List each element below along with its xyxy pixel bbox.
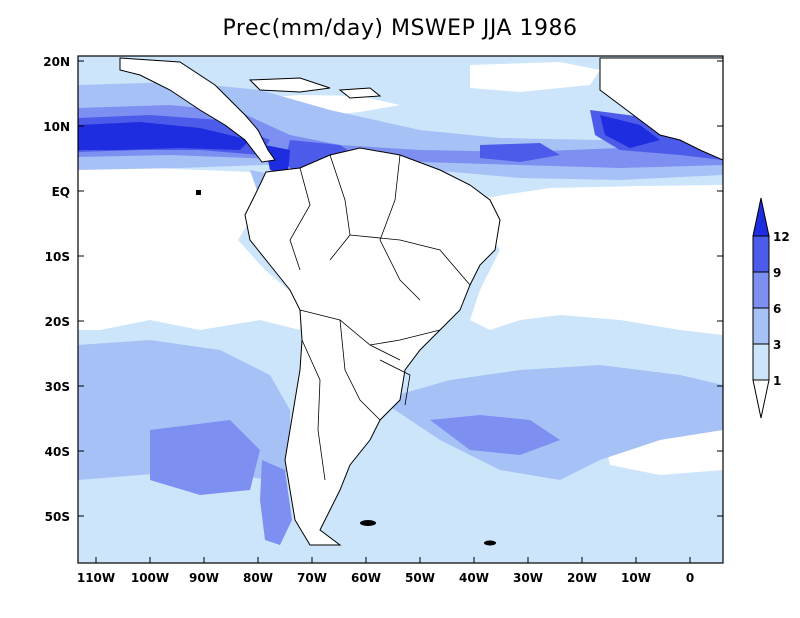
land-cuba: [248, 77, 331, 93]
lat-ticks: [78, 60, 723, 517]
map-title: Prec(mm/day) MSWEP JJA 1986: [222, 16, 578, 41]
lon-label-100w: 100W: [131, 571, 169, 585]
lon-label-70w: 70W: [297, 571, 327, 585]
colorbar-label-12: 12: [773, 230, 790, 244]
precip-gt12-panama: [78, 122, 250, 150]
precip-6to9-chile: [260, 460, 292, 545]
lon-label-80w: 80W: [243, 571, 273, 585]
lon-ticks: [95, 557, 691, 563]
precip-gt12-guinea: [600, 115, 660, 148]
colorbar-arrow-icon-top: [752, 197, 770, 237]
land-africa: [599, 57, 723, 161]
lat-label-20s: 20S: [45, 315, 70, 329]
galapagos-island: [196, 190, 201, 195]
precip-3to6-south-atlantic: [380, 365, 723, 480]
lon-label-30w: 30W: [513, 571, 543, 585]
lon-label-20w: 20W: [567, 571, 597, 585]
lon-label-90w: 90W: [189, 571, 219, 585]
lat-label-30s: 30S: [45, 380, 70, 394]
precip-9to12-atlantic: [480, 143, 560, 162]
colorbar: 12 9 6 3 1: [752, 197, 790, 419]
colorbar-label-1: 1: [773, 374, 781, 388]
lon-label-10w: 10W: [621, 571, 651, 585]
lat-label-10s: 10S: [45, 250, 70, 264]
colorbar-label-6: 6: [773, 302, 781, 316]
colorbar-swatch-3to6: [752, 307, 770, 345]
plot-frame: [77, 55, 724, 564]
country-borders: [289, 154, 471, 481]
lat-label-eq: EQ: [52, 185, 70, 199]
colorbar-swatch-6to9: [752, 271, 770, 309]
lat-label-20n: 20N: [43, 55, 70, 69]
colorbar-label-9: 9: [773, 266, 781, 280]
falkland-islands: [360, 520, 376, 526]
dry-region-east-pacific: [78, 165, 300, 330]
colorbar-swatch-1to3: [752, 343, 770, 381]
colorbar-label-3: 3: [773, 338, 781, 352]
dry-region-atlantic: [470, 185, 723, 335]
precip-6to9-pacific-south: [150, 420, 260, 495]
lon-label-40w: 40W: [459, 571, 489, 585]
lat-label-10n: 10N: [43, 120, 70, 134]
lon-label-110w: 110W: [77, 571, 115, 585]
land-central-america: [119, 57, 276, 163]
precip-gt12-choco: [265, 145, 290, 175]
dry-region-north-atlantic: [470, 62, 600, 92]
lon-label-50w: 50W: [405, 571, 435, 585]
lat-label-40s: 40S: [45, 445, 70, 459]
south-georgia-island: [484, 540, 496, 546]
colorbar-arrow-icon-bottom: [752, 379, 770, 419]
land-hispaniola: [338, 87, 382, 99]
precip-field: [78, 56, 723, 563]
lon-label-60w: 60W: [351, 571, 381, 585]
precip-6to9-atlantic-south: [430, 415, 560, 455]
colorbar-swatch-9to12: [752, 235, 770, 273]
lon-label-0: 0: [686, 571, 694, 585]
lat-label-50s: 50S: [45, 510, 70, 524]
